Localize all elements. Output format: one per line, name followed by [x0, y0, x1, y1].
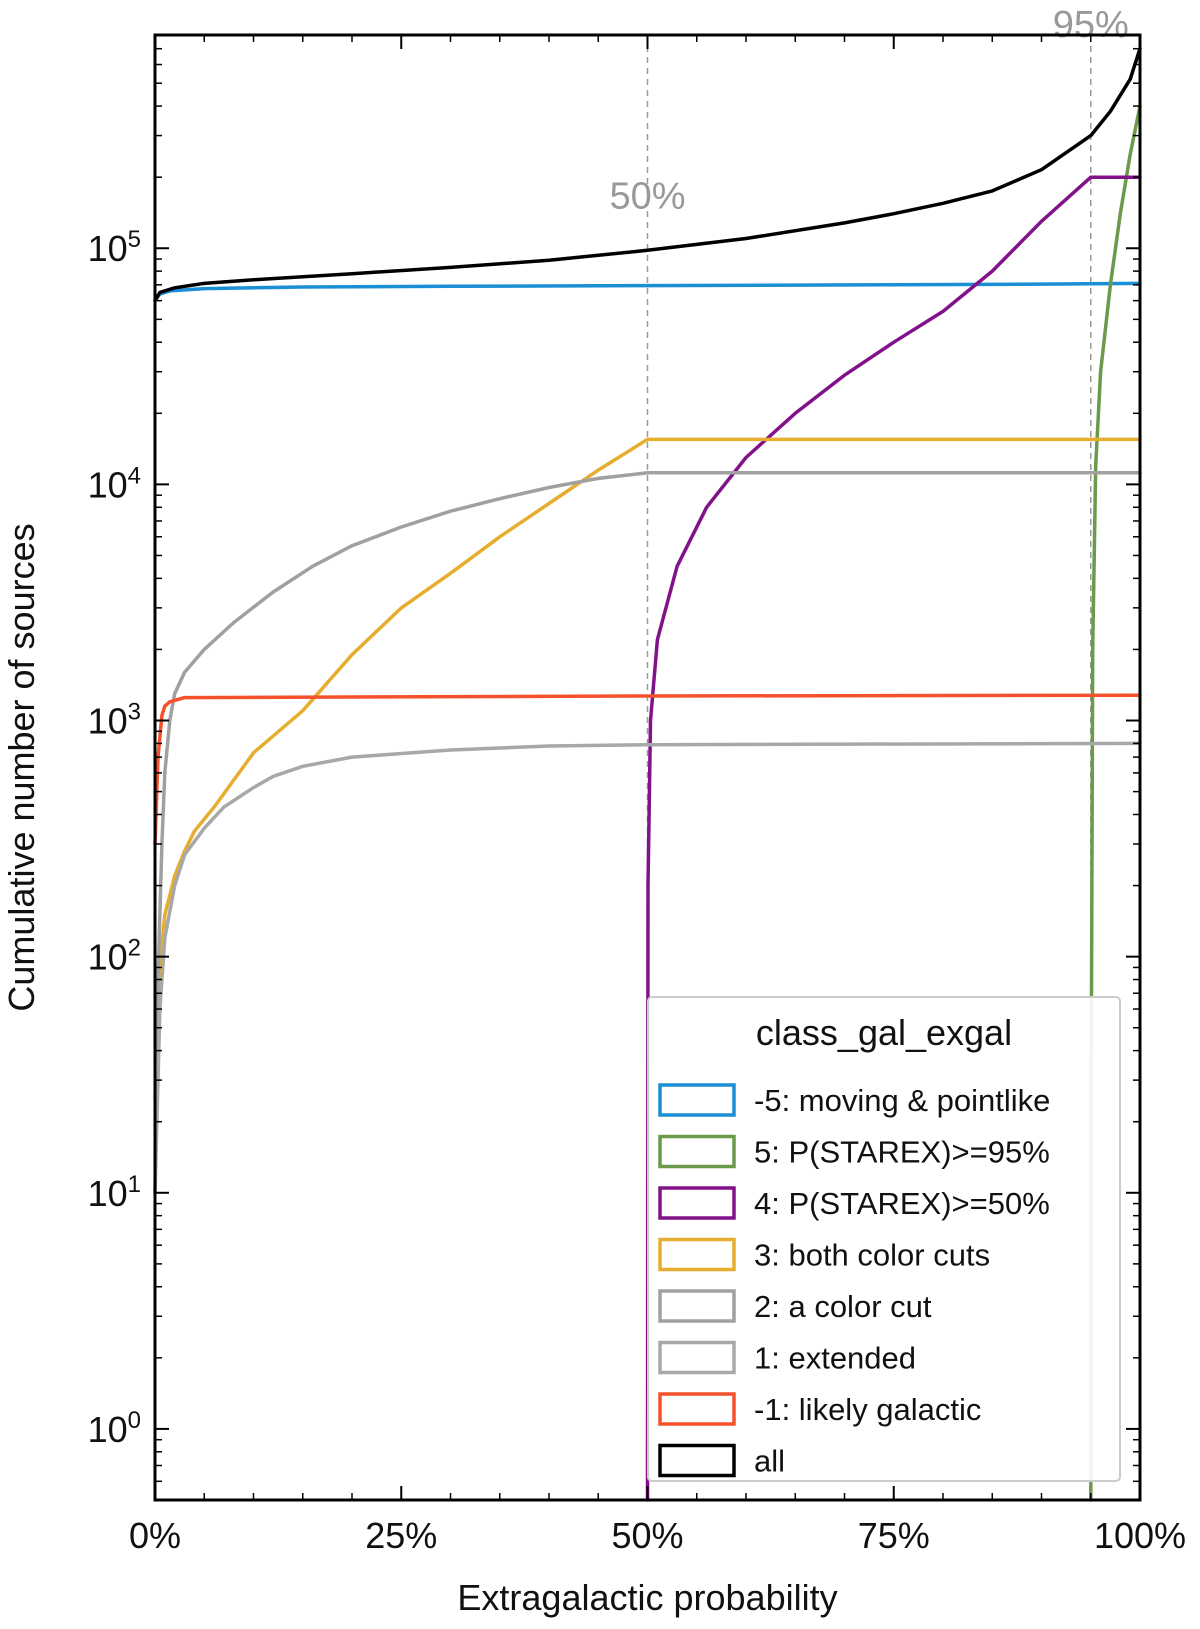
series-line-3 [645, 175, 1142, 1502]
x-axis-title: Extragalactic probability [457, 1577, 837, 1618]
reference-line-label-1: 50% [609, 175, 685, 217]
legend-swatch-1 [658, 1083, 736, 1117]
x-tick-label-1: 25% [365, 1515, 437, 1556]
series-line-4 [153, 437, 1142, 1101]
legend-swatch-6 [658, 1340, 736, 1375]
legend-title: class_gal_exgal [756, 1012, 1012, 1053]
legend-label-1: -5: moving & pointlike [754, 1083, 1050, 1118]
y-tick-label-0: 100 [88, 1407, 141, 1450]
legend-swatch-8 [658, 1443, 736, 1478]
x-tick-label-2: 50% [611, 1515, 683, 1556]
x-tick-label-0: 0% [129, 1515, 181, 1556]
legend-label-4: 3: both color cuts [754, 1238, 990, 1273]
legend-label-2: 5: P(STAREX)>=95% [754, 1135, 1050, 1170]
y-tick-label-5: 105 [88, 226, 141, 269]
y-tick-label-1: 101 [88, 1171, 141, 1214]
legend-label-5: 2: a color cut [754, 1289, 932, 1324]
legend-swatch-4 [658, 1237, 736, 1272]
legend-swatch-2 [658, 1134, 736, 1169]
series-line-8 [153, 46, 1142, 303]
series-line-7 [153, 693, 1142, 846]
y-tick-label-2: 102 [88, 935, 141, 978]
legend-swatch-7 [658, 1392, 736, 1426]
legend-swatch-3 [658, 1186, 736, 1220]
series-line-2 [1089, 104, 1142, 1502]
legend-box [647, 996, 1121, 1482]
legend: class_gal_exgal -5: moving & pointlike 5: … [647, 996, 1121, 1482]
x-tick-label-3: 75% [858, 1515, 930, 1556]
y-tick-label-4: 104 [88, 462, 141, 505]
x-tick-label-4: 100% [1094, 1515, 1186, 1556]
y-tick-label-3: 103 [88, 699, 141, 742]
legend-label-7: -1: likely galactic [754, 1392, 981, 1427]
series-line-6 [153, 741, 1142, 1195]
legend-label-8: all [754, 1444, 785, 1479]
y-axis-title: Cumulative number of sources [1, 523, 42, 1011]
axes: 0% 25% 50% 75% 100% 100 101 102 103 104 105 Extraga… [1, 33, 1186, 1618]
legend-swatch-5 [658, 1289, 736, 1323]
legend-label-3: 4: P(STAREX)>=50% [754, 1186, 1050, 1221]
legend-label-6: 1: extended [754, 1341, 916, 1376]
series-line-5 [153, 471, 1142, 1195]
series-lines [153, 46, 1142, 1502]
